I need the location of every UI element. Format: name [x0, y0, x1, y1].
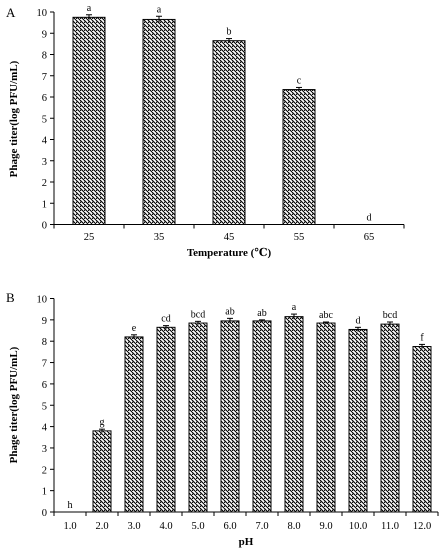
significance-letter: bcd	[383, 310, 397, 321]
x-axis-label: pH	[239, 536, 254, 548]
significance-letter: g	[100, 417, 105, 428]
significance-letter: d	[367, 213, 372, 224]
y-axis-label: Phage titer(log PFU/mL)	[8, 346, 20, 463]
x-tick-label: 4.0	[159, 521, 172, 532]
significance-letter: bcd	[191, 309, 205, 320]
bar	[72, 16, 106, 225]
y-tick-label: 5	[42, 114, 47, 125]
x-tick-label: 8.0	[287, 521, 300, 532]
y-tick-label: 3	[42, 444, 47, 455]
x-tick-label: 11.0	[381, 521, 399, 532]
bar	[348, 328, 368, 513]
y-tick-label: 9	[42, 29, 47, 40]
significance-letter: e	[132, 323, 137, 334]
y-tick-label: 10	[37, 8, 48, 19]
y-tick-label: 4	[42, 136, 48, 147]
significance-letter: ab	[225, 306, 234, 317]
x-tick-label: 7.0	[255, 521, 268, 532]
bar	[316, 322, 336, 513]
significance-letter: h	[68, 500, 73, 511]
y-tick-label: 5	[42, 401, 47, 412]
x-tick-label: 55	[294, 232, 305, 243]
bar	[142, 18, 176, 225]
y-tick-label: 1	[42, 199, 47, 210]
bar	[220, 320, 240, 513]
x-tick-label: 10.0	[349, 521, 367, 532]
significance-letter: c	[297, 75, 302, 86]
x-axis-label: Temperature (℃)	[187, 247, 272, 259]
y-tick-label: 4	[42, 423, 48, 434]
significance-letter: cd	[161, 314, 170, 325]
x-tick-label: 65	[364, 232, 375, 243]
significance-letter: ab	[257, 308, 266, 319]
x-tick-label: 25	[84, 232, 95, 243]
y-tick-label: 9	[42, 316, 47, 327]
y-tick-label: 0	[42, 508, 47, 519]
x-tick-label: 1.0	[63, 521, 76, 532]
bar	[252, 320, 272, 513]
y-tick-label: 6	[42, 93, 47, 104]
y-tick-label: 3	[42, 157, 47, 168]
y-tick-label: 8	[42, 51, 47, 62]
y-tick-label: 8	[42, 337, 47, 348]
x-tick-label: 9.0	[319, 521, 332, 532]
bar	[188, 322, 208, 513]
bar	[212, 40, 246, 225]
chart-panel-b: B 0 1 2 3 4 5 6 7 8 9 10 h 1.0 g 2.0 e 3.0 cd 4.0 bcd 5.0 ab 6.…	[6, 290, 439, 548]
y-tick-label: 6	[42, 380, 47, 391]
x-tick-label: 45	[224, 232, 235, 243]
panel-label: B	[6, 290, 15, 305]
significance-letter: f	[420, 332, 424, 343]
bar	[284, 316, 304, 513]
x-tick-label: 6.0	[223, 521, 236, 532]
bar	[156, 326, 176, 513]
significance-letter: d	[356, 315, 361, 326]
y-tick-label: 1	[42, 487, 47, 498]
y-tick-label: 2	[42, 465, 47, 476]
x-tick-label: 2.0	[95, 521, 108, 532]
bar	[412, 346, 432, 513]
significance-letter: a	[87, 3, 92, 14]
bar	[282, 89, 316, 225]
significance-letter: a	[292, 302, 297, 313]
y-tick-label: 2	[42, 178, 47, 189]
bar	[124, 336, 144, 513]
bar	[380, 323, 400, 513]
significance-letter: b	[227, 27, 232, 38]
x-tick-label: 12.0	[413, 521, 431, 532]
y-tick-label: 0	[42, 221, 47, 232]
y-tick-label: 7	[42, 359, 47, 370]
y-axis-label: Phage titer(log PFU/mL)	[8, 60, 20, 177]
significance-letter: a	[157, 4, 162, 15]
x-tick-label: 3.0	[127, 521, 140, 532]
panel-label: A	[6, 5, 16, 20]
x-tick-label: 35	[154, 232, 165, 243]
significance-letter: abc	[319, 310, 333, 321]
y-tick-label: 7	[42, 72, 47, 83]
bar	[92, 430, 112, 513]
y-tick-label: 10	[37, 295, 48, 306]
x-tick-label: 5.0	[191, 521, 204, 532]
